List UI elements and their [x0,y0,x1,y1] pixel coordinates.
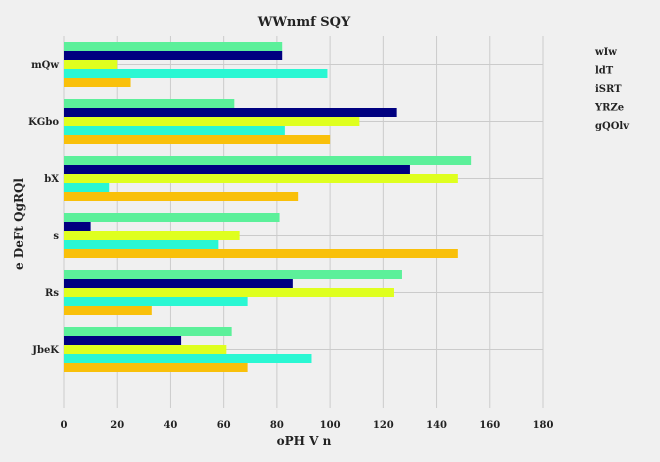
bar-wIw-JbeK [64,327,232,336]
legend-entry-label: iSRT [595,84,622,95]
bars [64,42,472,372]
bar-YRZe-Rs [64,297,248,306]
bar-wIw-Rs [64,270,402,279]
y-axis-title: e DeFt QgRQl [12,178,26,270]
bar-wIw-mQw [64,42,283,51]
bar-YRZe-mQw [64,69,328,78]
x-tick-label: 40 [163,420,177,431]
bar-ldT-mQw [64,51,283,60]
bar-iSRT-s [64,231,240,240]
bar-YRZe-JbeK [64,354,312,363]
bar-gQOlv-s [64,249,458,258]
bar-gQOlv-bX [64,192,299,201]
bar-ldT-KGbo [64,108,397,117]
legend-entry-label: YRZe [594,103,624,114]
bar-iSRT-mQw [64,60,118,69]
bar-ldT-bX [64,165,410,174]
x-tick-label: 100 [320,420,341,431]
legend-entry-label: gQOlv [595,121,630,132]
x-tick-label: 120 [373,420,394,431]
x-tick-label: 140 [426,420,447,431]
y-category-label: bX [44,174,59,185]
x-tick-label: 180 [533,420,554,431]
bar-wIw-KGbo [64,99,235,108]
x-tick-label: 80 [270,420,284,431]
bar-iSRT-Rs [64,288,394,297]
y-category-label: JbeK [31,345,59,356]
x-tick-label: 160 [479,420,500,431]
x-tick-label: 0 [61,420,68,431]
bar-iSRT-JbeK [64,345,227,354]
x-ticks: 0 20 40 60 80 100 120 140 160 180 [61,420,554,431]
x-tick-label: 60 [217,420,231,431]
bar-gQOlv-mQw [64,78,131,87]
bar-gQOlv-JbeK [64,363,248,372]
legend: wIw ldT iSRT YRZe gQOlv [594,47,630,132]
bar-wIw-s [64,213,280,222]
y-category-label: s [53,231,59,242]
x-tick-label: 20 [110,420,124,431]
bar-wIw-bX [64,156,472,165]
legend-entry-label: ldT [595,66,614,77]
bar-ldT-Rs [64,279,293,288]
y-category-label: KGbo [28,117,59,128]
y-category-label: Rs [45,288,59,299]
bar-ldT-s [64,222,91,231]
y-categories: mQw KGbo bX s Rs JbeK [28,60,59,356]
bar-YRZe-bX [64,183,110,192]
y-category-label: mQw [31,60,59,71]
legend-entry-label: wIw [594,47,617,58]
bar-iSRT-bX [64,174,458,183]
bar-gQOlv-Rs [64,306,152,315]
bar-iSRT-KGbo [64,117,360,126]
bar-YRZe-KGbo [64,126,285,135]
bar-YRZe-s [64,240,219,249]
x-axis-title: oPH V n [277,434,332,448]
bar-gQOlv-KGbo [64,135,331,144]
bar-ldT-JbeK [64,336,182,345]
chart-title: WWnmf SQY [257,15,351,30]
